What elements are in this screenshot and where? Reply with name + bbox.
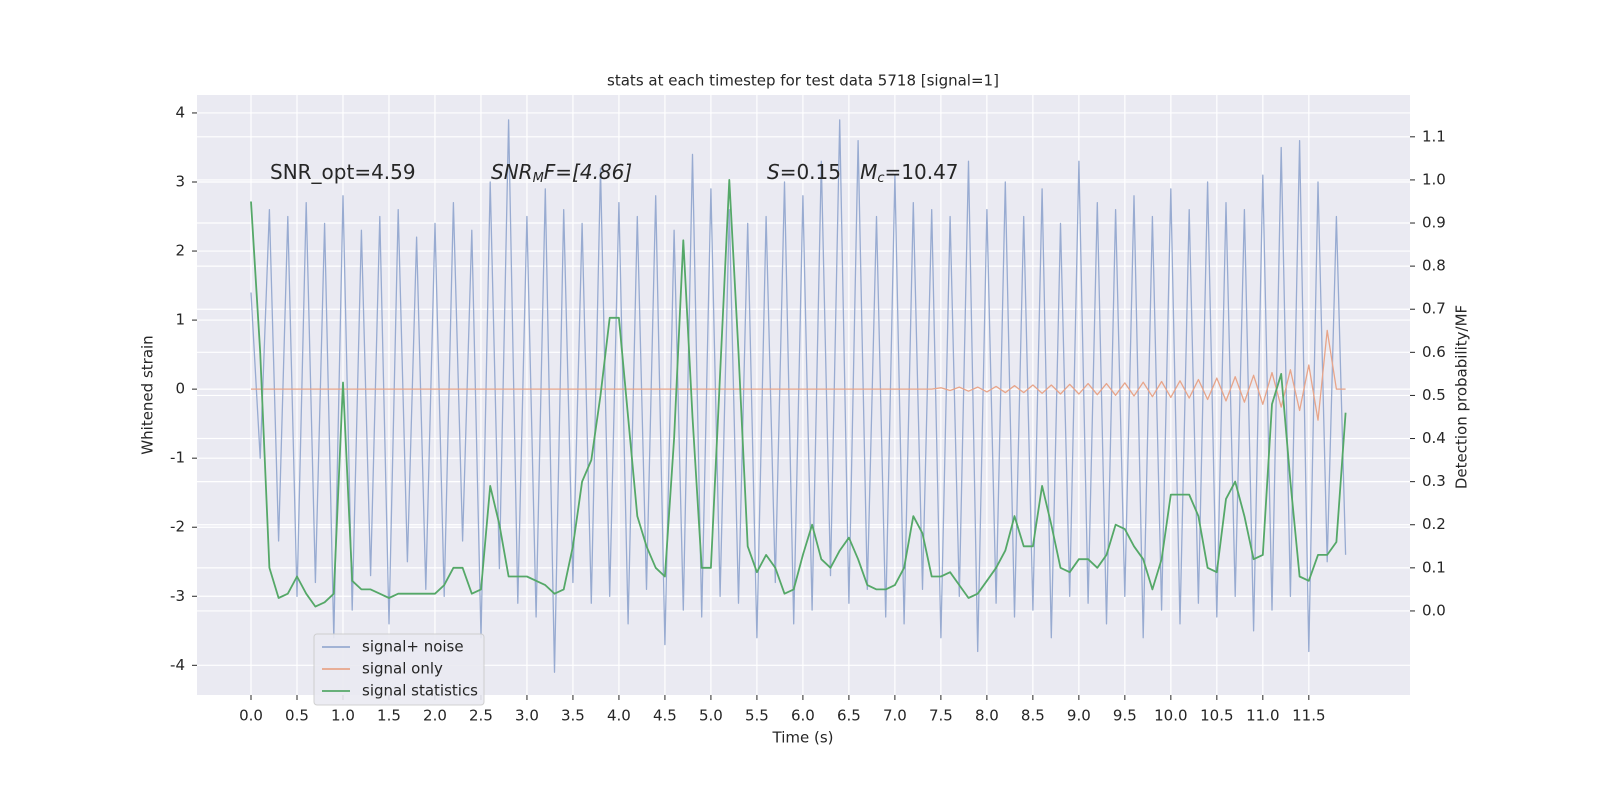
x-tick-label: 3.0 bbox=[515, 707, 539, 725]
x-tick-label: 10.5 bbox=[1200, 707, 1233, 725]
x-tick-label: 8.0 bbox=[975, 707, 999, 725]
x-tick-label: 2.0 bbox=[423, 707, 447, 725]
annotation: S=0.15 Mc=10.47 bbox=[767, 160, 959, 186]
x-tick-label: 7.0 bbox=[883, 707, 907, 725]
x-tick-label: 5.0 bbox=[699, 707, 723, 725]
y2-tick-label: 1.1 bbox=[1422, 127, 1446, 145]
series-line bbox=[250, 179, 1347, 608]
x-tick-label: 6.0 bbox=[791, 707, 815, 725]
y2-tick-label: 0.8 bbox=[1422, 257, 1446, 275]
annotation-part: S bbox=[767, 160, 780, 184]
y2-tick-label: 0.6 bbox=[1422, 343, 1446, 361]
x-tick-label: 8.5 bbox=[1021, 707, 1045, 725]
overlay: 0.0 0.5 1.0 1.5 2.0 2.5 3.0 3.5 4.0 4.5 5.0 5.5 6.0 6… bbox=[170, 103, 1446, 724]
annotation: SNR_opt=4.59 bbox=[270, 160, 416, 184]
legend-box bbox=[313, 633, 485, 706]
x-tick-label: 2.5 bbox=[469, 707, 493, 725]
x-tick-label: 1.0 bbox=[331, 707, 355, 725]
y-tick-label: -2 bbox=[170, 518, 185, 536]
legend-label: signal only bbox=[362, 660, 443, 678]
x-tick-label: 0.5 bbox=[285, 707, 309, 725]
y2-tick-label: 0.3 bbox=[1422, 472, 1446, 490]
y2-axis-label: Detection probability/MF bbox=[1453, 305, 1471, 489]
legend-label: signal+ noise bbox=[362, 638, 464, 656]
x-tick-label: 11.5 bbox=[1292, 707, 1325, 725]
y2-tick-label: 0.9 bbox=[1422, 214, 1446, 232]
x-tick-label: 1.5 bbox=[377, 707, 401, 725]
x-tick-label: 7.5 bbox=[929, 707, 953, 725]
y-tick-label: -4 bbox=[170, 656, 185, 674]
x-tick-label: 3.5 bbox=[561, 707, 585, 725]
annotation-part: SNR_opt=4.59 bbox=[270, 160, 416, 184]
x-axis-label: Time (s) bbox=[772, 729, 834, 747]
series-line bbox=[251, 329, 1346, 421]
annotation-part: F=[4.86] bbox=[544, 160, 632, 184]
x-tick-label: 4.0 bbox=[607, 707, 631, 725]
y2-tick-label: 0.2 bbox=[1422, 515, 1446, 533]
chart-title: stats at each timestep for test data 571… bbox=[607, 72, 999, 90]
annotation-part: =0.15 bbox=[780, 160, 860, 184]
y-tick-label: 2 bbox=[175, 242, 185, 260]
y-tick-label: 4 bbox=[175, 103, 185, 121]
annotation: SNRMF=[4.86] bbox=[491, 160, 632, 186]
annotation-part: M bbox=[533, 171, 544, 186]
x-tick-label: 9.5 bbox=[1113, 707, 1137, 725]
y-axis-label: Whitened strain bbox=[139, 335, 157, 454]
x-tick-label: 9.0 bbox=[1067, 707, 1091, 725]
x-tick-label: 11.0 bbox=[1246, 707, 1279, 725]
y-tick-label: 0 bbox=[175, 380, 185, 398]
annotation-part: SNR bbox=[491, 160, 533, 184]
x-tick-label: 6.5 bbox=[837, 707, 861, 725]
legend-label: signal statistics bbox=[362, 682, 478, 700]
y2-tick-label: 0.1 bbox=[1422, 558, 1446, 576]
lines bbox=[250, 119, 1347, 673]
y-tick-label: -3 bbox=[170, 587, 185, 605]
x-tick-label: 0.0 bbox=[239, 707, 263, 725]
y2-tick-label: 0.0 bbox=[1422, 601, 1446, 619]
y2-tick-label: 0.4 bbox=[1422, 429, 1446, 447]
y2-tick-label: 1.0 bbox=[1422, 170, 1446, 188]
annotation-part: M bbox=[860, 160, 877, 184]
x-tick-label: 10.0 bbox=[1154, 707, 1187, 725]
y-tick-label: 1 bbox=[175, 311, 185, 329]
annotation-part: =10.47 bbox=[885, 160, 959, 184]
x-tick-label: 4.5 bbox=[653, 707, 677, 725]
y-tick-label: -1 bbox=[170, 449, 185, 467]
x-tick-label: 5.5 bbox=[745, 707, 769, 725]
series-line bbox=[250, 119, 1347, 673]
y2-tick-label: 0.7 bbox=[1422, 300, 1446, 318]
y2-tick-label: 0.5 bbox=[1422, 386, 1446, 404]
annotation-part: c bbox=[877, 171, 884, 186]
y-tick-label: 3 bbox=[175, 172, 185, 190]
